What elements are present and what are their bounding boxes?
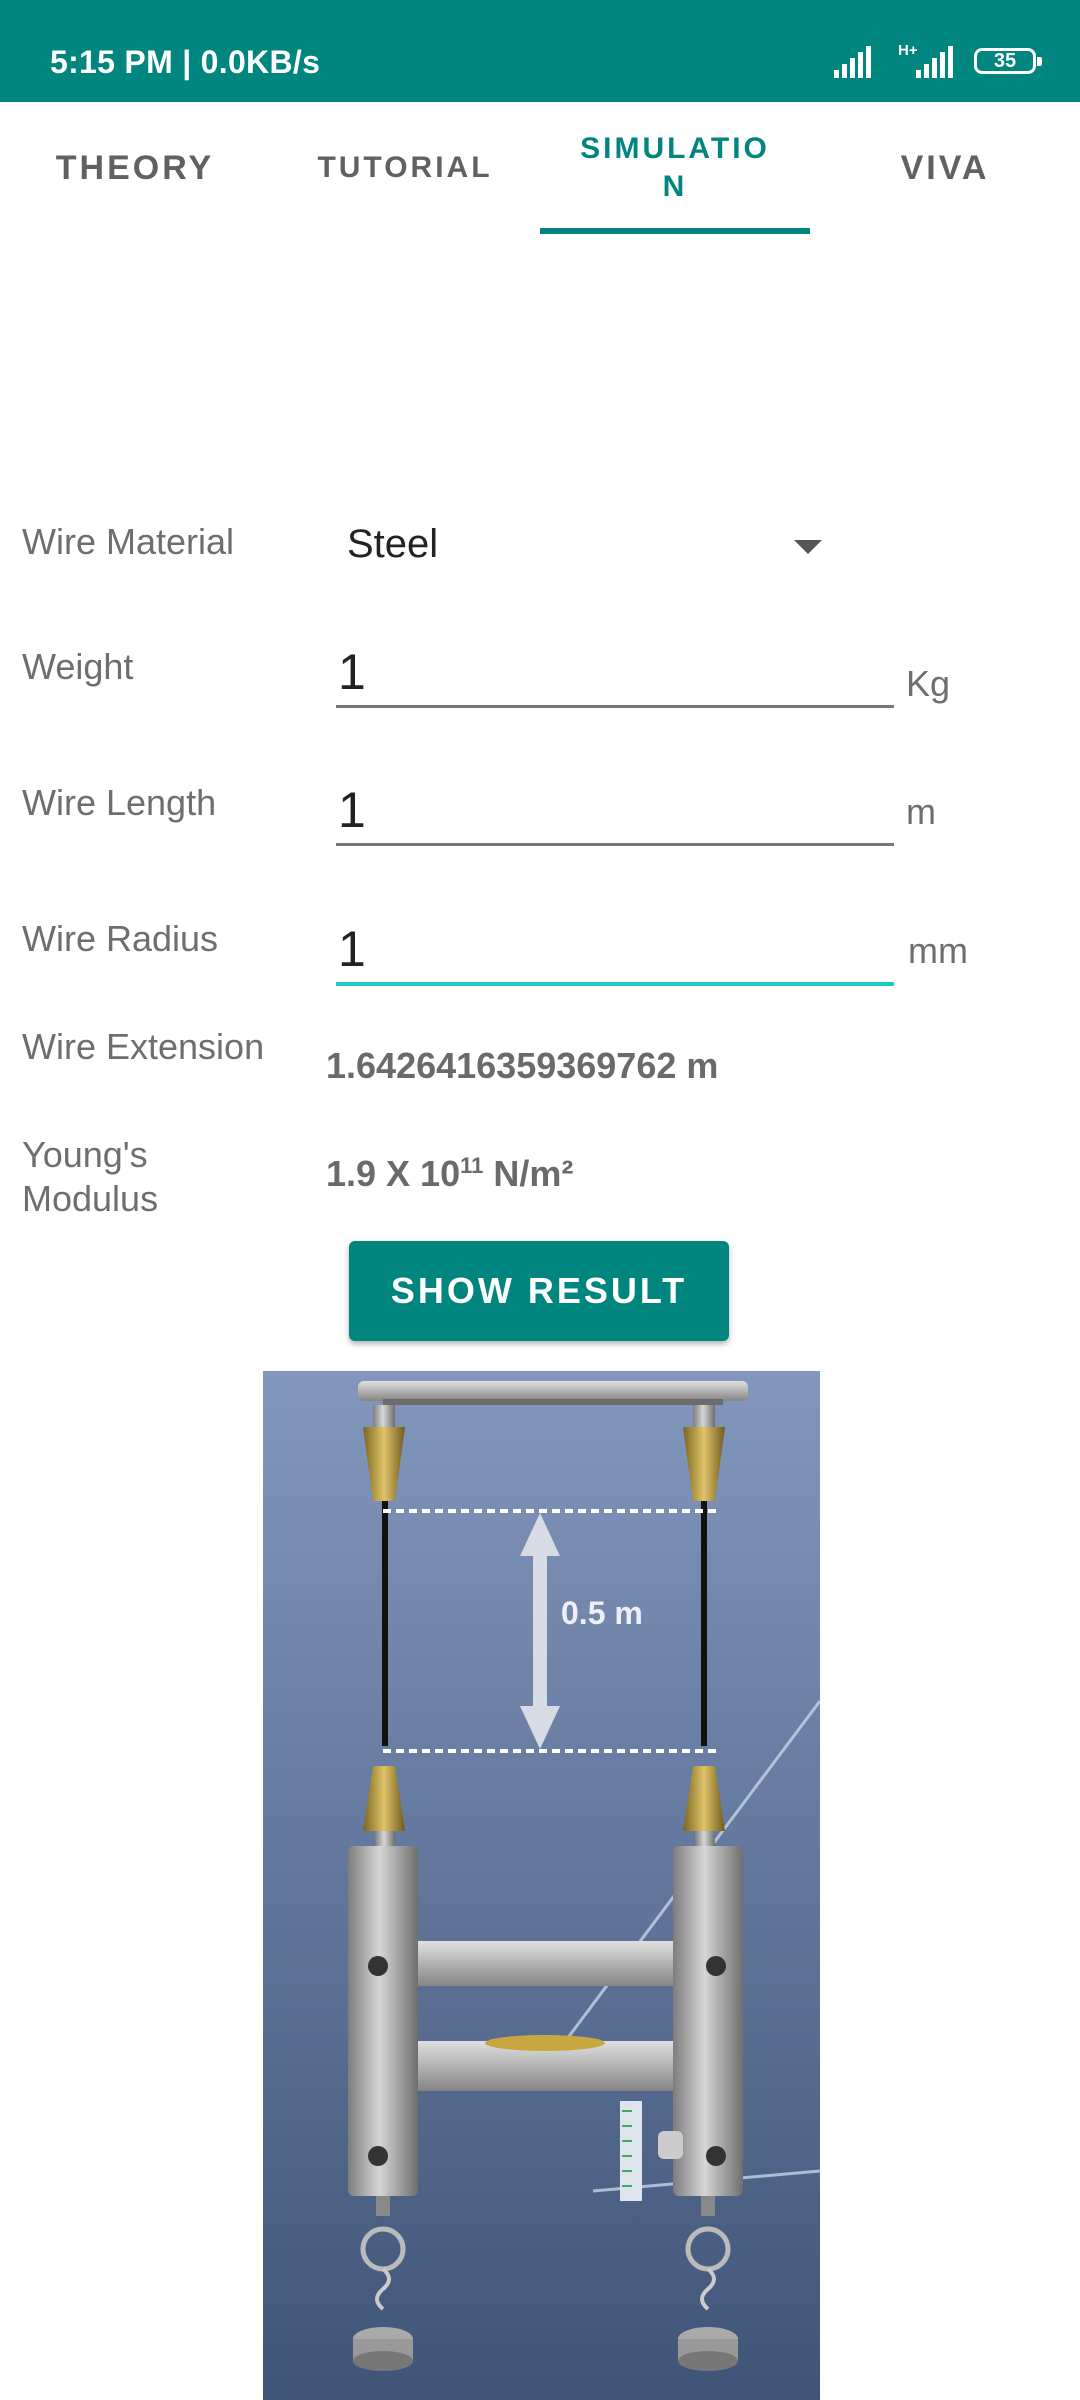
youngs-modulus-exponent: 11	[460, 1153, 483, 1178]
tab-theory[interactable]: THEORY	[0, 102, 270, 234]
wire-material-label: Wire Material	[22, 520, 234, 564]
status-time: 5:15 PM | 0.0KB/s	[50, 44, 320, 81]
wire-radius-label: Wire Radius	[22, 917, 218, 961]
tab-bar: THEORY TUTORIAL SIMULATIO N VIVA	[0, 102, 1080, 234]
weight-label: Weight	[22, 645, 133, 689]
youngs-modulus-mantissa: 1.9 X 10	[326, 1153, 460, 1194]
apparatus-image: 0.5 m	[263, 1371, 820, 2400]
weight-unit: Kg	[906, 663, 950, 705]
wire-radius-unit: mm	[908, 930, 968, 972]
signal-icon-2	[904, 44, 954, 78]
wire-length-unit: m	[906, 791, 936, 833]
tab-viva[interactable]: VIVA	[810, 102, 1080, 234]
tab-tutorial[interactable]: TUTORIAL	[270, 102, 540, 234]
wire-length-label: Wire Length	[22, 781, 216, 825]
signal-icon	[832, 44, 876, 78]
weight-input[interactable]	[336, 638, 894, 708]
wire-extension-value: 1.6426416359369762 m	[326, 1045, 718, 1087]
youngs-modulus-value: 1.9 X 1011 N/m²	[326, 1153, 573, 1195]
status-bar: 5:15 PM | 0.0KB/s H+ 35	[0, 0, 1080, 102]
battery-icon: 35	[974, 48, 1036, 74]
wire-extension-label: Wire Extension	[22, 1025, 264, 1069]
wire-material-dropdown[interactable]: Steel	[347, 522, 438, 567]
youngs-modulus-label: Young's Modulus	[22, 1133, 158, 1221]
youngs-modulus-unit: N/m²	[483, 1153, 573, 1194]
tab-simulation[interactable]: SIMULATIO N	[540, 102, 810, 234]
distance-label: 0.5 m	[561, 1595, 643, 1631]
show-result-button[interactable]: SHOW RESULT	[349, 1241, 729, 1341]
wire-length-input[interactable]	[336, 776, 894, 846]
wire-radius-input[interactable]	[336, 916, 894, 986]
dropdown-arrow-icon[interactable]	[794, 540, 822, 554]
tab-indicator	[540, 228, 810, 234]
